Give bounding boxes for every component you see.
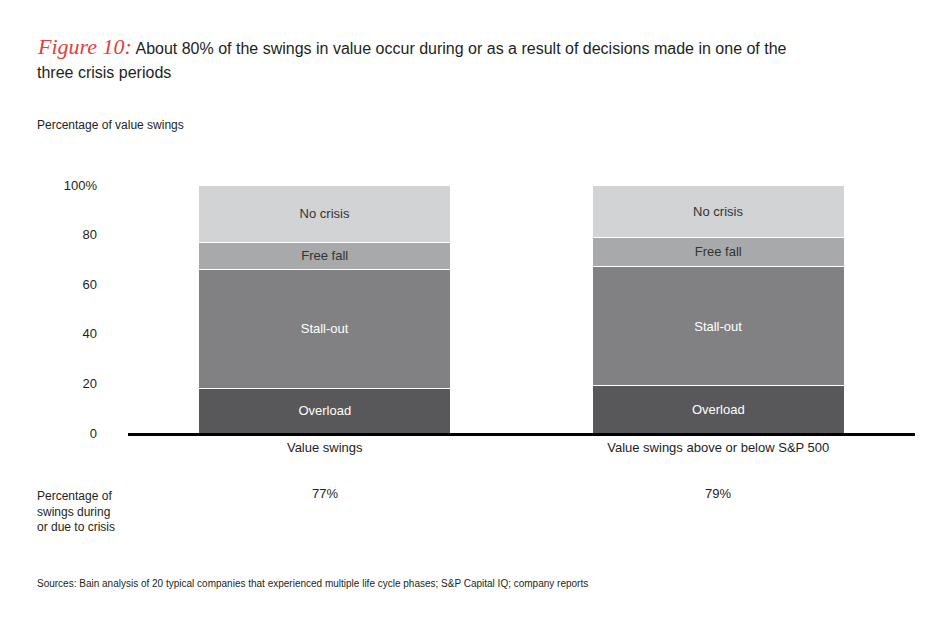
svg-text:20: 20 (83, 376, 97, 391)
svg-text:Stall-out: Stall-out (301, 321, 349, 336)
svg-text:40: 40 (83, 326, 97, 341)
svg-text:Value swings: Value swings (287, 440, 363, 455)
svg-text:Percentage of value swings: Percentage of value swings (37, 118, 184, 132)
svg-text:Percentage ofswings duringor d: Percentage ofswings duringor due to cris… (37, 489, 115, 534)
svg-text:No crisis: No crisis (693, 204, 743, 219)
svg-text:Overload: Overload (692, 402, 745, 417)
svg-text:three crisis periods: three crisis periods (37, 64, 171, 81)
svg-text:Overload: Overload (298, 403, 351, 418)
svg-text:Figure 10: About 80% of the sw: Figure 10: About 80% of the swings in va… (37, 34, 787, 59)
svg-text:0: 0 (90, 426, 97, 441)
svg-text:77%: 77% (312, 486, 338, 501)
svg-text:60: 60 (83, 277, 97, 292)
svg-text:100%: 100% (64, 178, 98, 193)
svg-text:Value swings above or below S&: Value swings above or below S&P 500 (607, 440, 829, 455)
svg-text:79%: 79% (705, 486, 731, 501)
svg-text:Sources: Bain analysis of 20 t: Sources: Bain analysis of 20 typical com… (37, 578, 588, 589)
svg-text:Stall-out: Stall-out (694, 319, 742, 334)
svg-text:No crisis: No crisis (300, 206, 350, 221)
svg-text:Free fall: Free fall (301, 248, 348, 263)
svg-text:Free fall: Free fall (695, 244, 742, 259)
svg-text:80: 80 (83, 227, 97, 242)
